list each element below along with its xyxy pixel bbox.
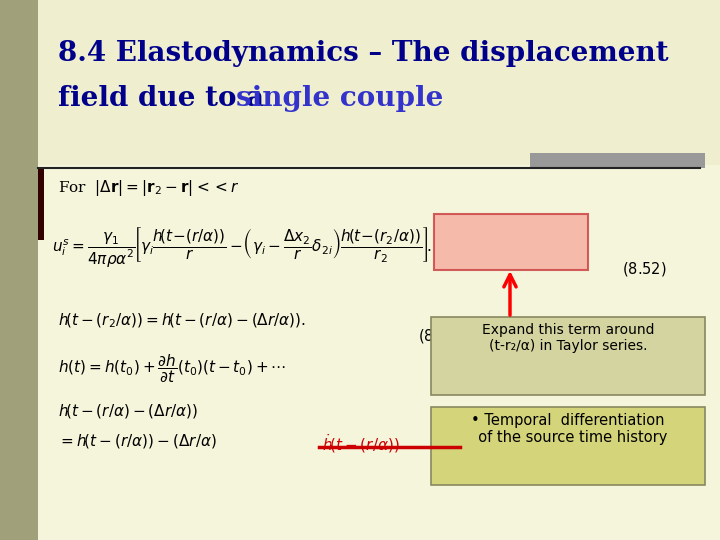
Bar — [38, 168, 44, 240]
Text: For  $|\Delta\mathbf{r}|=|\mathbf{r}_2 - \mathbf{r}|<< r$: For $|\Delta\mathbf{r}|=|\mathbf{r}_2 - … — [58, 178, 240, 198]
Text: field due to a: field due to a — [58, 85, 274, 112]
Text: single couple: single couple — [236, 85, 444, 112]
Text: 8.4 Elastodynamics – The displacement: 8.4 Elastodynamics – The displacement — [58, 40, 669, 67]
Bar — [38, 0, 720, 165]
Text: $=h\!\left(t-(r/\alpha)\right)-(\Delta r/\alpha)$: $=h\!\left(t-(r/\alpha)\right)-(\Delta r… — [58, 432, 217, 450]
Text: $+\cdots$: $+\cdots$ — [460, 432, 488, 446]
Text: • Temporal  differentiation
  of the source time history: • Temporal differentiation of the source… — [469, 413, 667, 446]
FancyBboxPatch shape — [431, 407, 705, 485]
Text: $h\!\left(t-(r_2/\alpha)\right)=h\!\left(t-(r/\alpha)-(\Delta r/\alpha)\right).$: $h\!\left(t-(r_2/\alpha)\right)=h\!\left… — [58, 312, 306, 330]
Bar — [0, 0, 38, 540]
Text: $\dot{h}\!\left(t-(r/\alpha)\right)$: $\dot{h}\!\left(t-(r/\alpha)\right)$ — [322, 432, 400, 455]
Text: $(8.52)$: $(8.52)$ — [622, 260, 667, 278]
Text: $u_i^s = \dfrac{\gamma_1}{4\pi\rho\alpha^2}\!\left[\gamma_i \dfrac{h\!\left(t\!-: $u_i^s = \dfrac{\gamma_1}{4\pi\rho\alpha… — [52, 225, 432, 269]
Text: Expand this term around
(t-r₂/α) in Taylor series.: Expand this term around (t-r₂/α) in Tayl… — [482, 323, 654, 353]
Text: $(8.53)$: $(8.53)$ — [418, 327, 463, 345]
FancyBboxPatch shape — [434, 214, 588, 270]
FancyBboxPatch shape — [431, 317, 705, 395]
Text: $h\!\left(t-(r/\alpha)-(\Delta r/\alpha)\right)$: $h\!\left(t-(r/\alpha)-(\Delta r/\alpha)… — [58, 402, 198, 420]
Text: $(8.54)$: $(8.54)$ — [520, 432, 564, 450]
Text: $h(t)=h(t_0)+\dfrac{\partial h}{\partial t}(t_0)(t-t_0)+\cdots$: $h(t)=h(t_0)+\dfrac{\partial h}{\partial… — [58, 352, 287, 385]
Bar — [530, 153, 705, 168]
